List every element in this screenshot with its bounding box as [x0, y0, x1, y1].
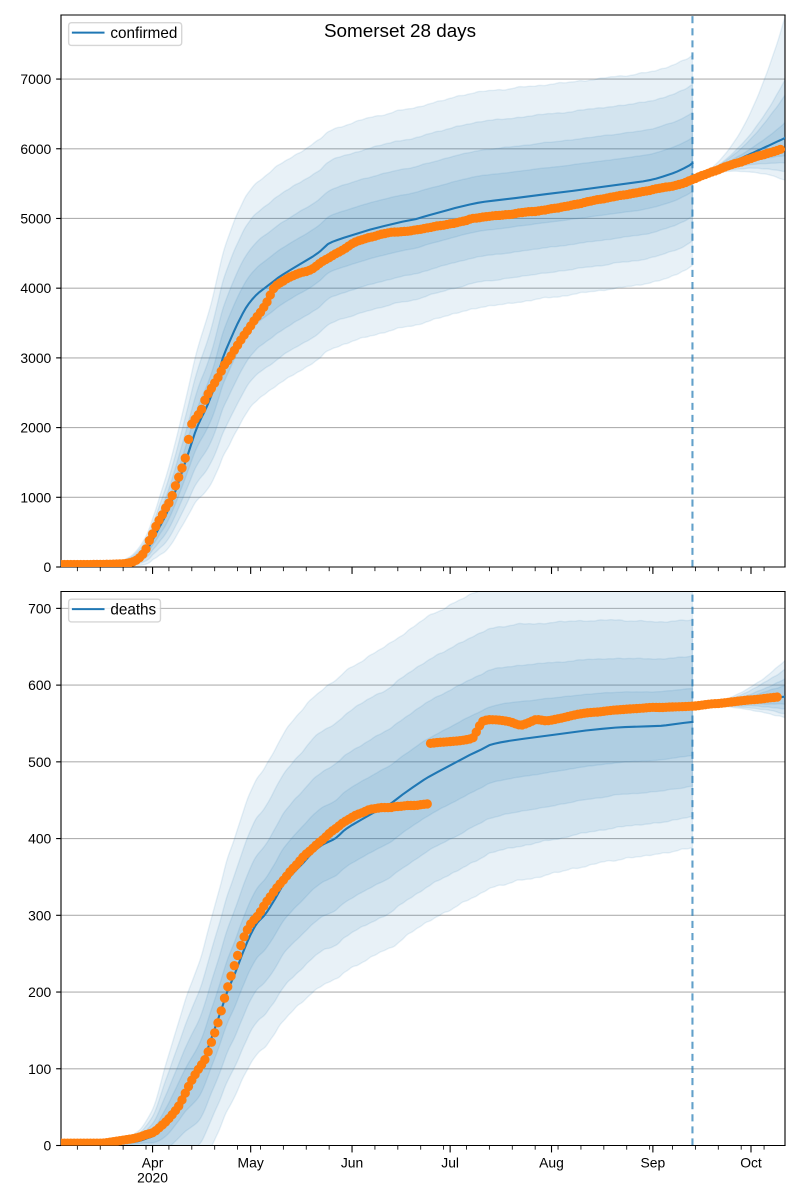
svg-text:0: 0: [44, 559, 52, 575]
svg-text:deaths: deaths: [110, 601, 156, 618]
svg-text:7000: 7000: [20, 71, 51, 87]
svg-text:Jul: Jul: [441, 1154, 459, 1170]
svg-text:Somerset 28 days: Somerset 28 days: [324, 21, 476, 42]
svg-text:5000: 5000: [20, 211, 51, 227]
svg-text:500: 500: [28, 754, 51, 770]
svg-text:May: May: [238, 1154, 264, 1170]
svg-text:Sep: Sep: [641, 1154, 666, 1170]
svg-text:100: 100: [28, 1061, 51, 1077]
svg-text:Apr: Apr: [142, 1154, 164, 1170]
svg-text:6000: 6000: [20, 141, 51, 157]
svg-text:300: 300: [28, 907, 51, 923]
svg-text:2020: 2020: [137, 1169, 168, 1185]
svg-text:Oct: Oct: [740, 1154, 762, 1170]
svg-text:Jun: Jun: [341, 1154, 363, 1170]
svg-text:2000: 2000: [20, 420, 51, 436]
svg-text:3000: 3000: [20, 350, 51, 366]
svg-text:600: 600: [28, 677, 51, 693]
svg-text:700: 700: [28, 600, 51, 616]
svg-text:0: 0: [44, 1138, 52, 1154]
svg-text:Aug: Aug: [539, 1154, 564, 1170]
svg-text:400: 400: [28, 831, 51, 847]
svg-text:confirmed: confirmed: [110, 25, 177, 42]
svg-text:200: 200: [28, 984, 51, 1000]
svg-text:1000: 1000: [20, 489, 51, 505]
svg-text:4000: 4000: [20, 280, 51, 296]
